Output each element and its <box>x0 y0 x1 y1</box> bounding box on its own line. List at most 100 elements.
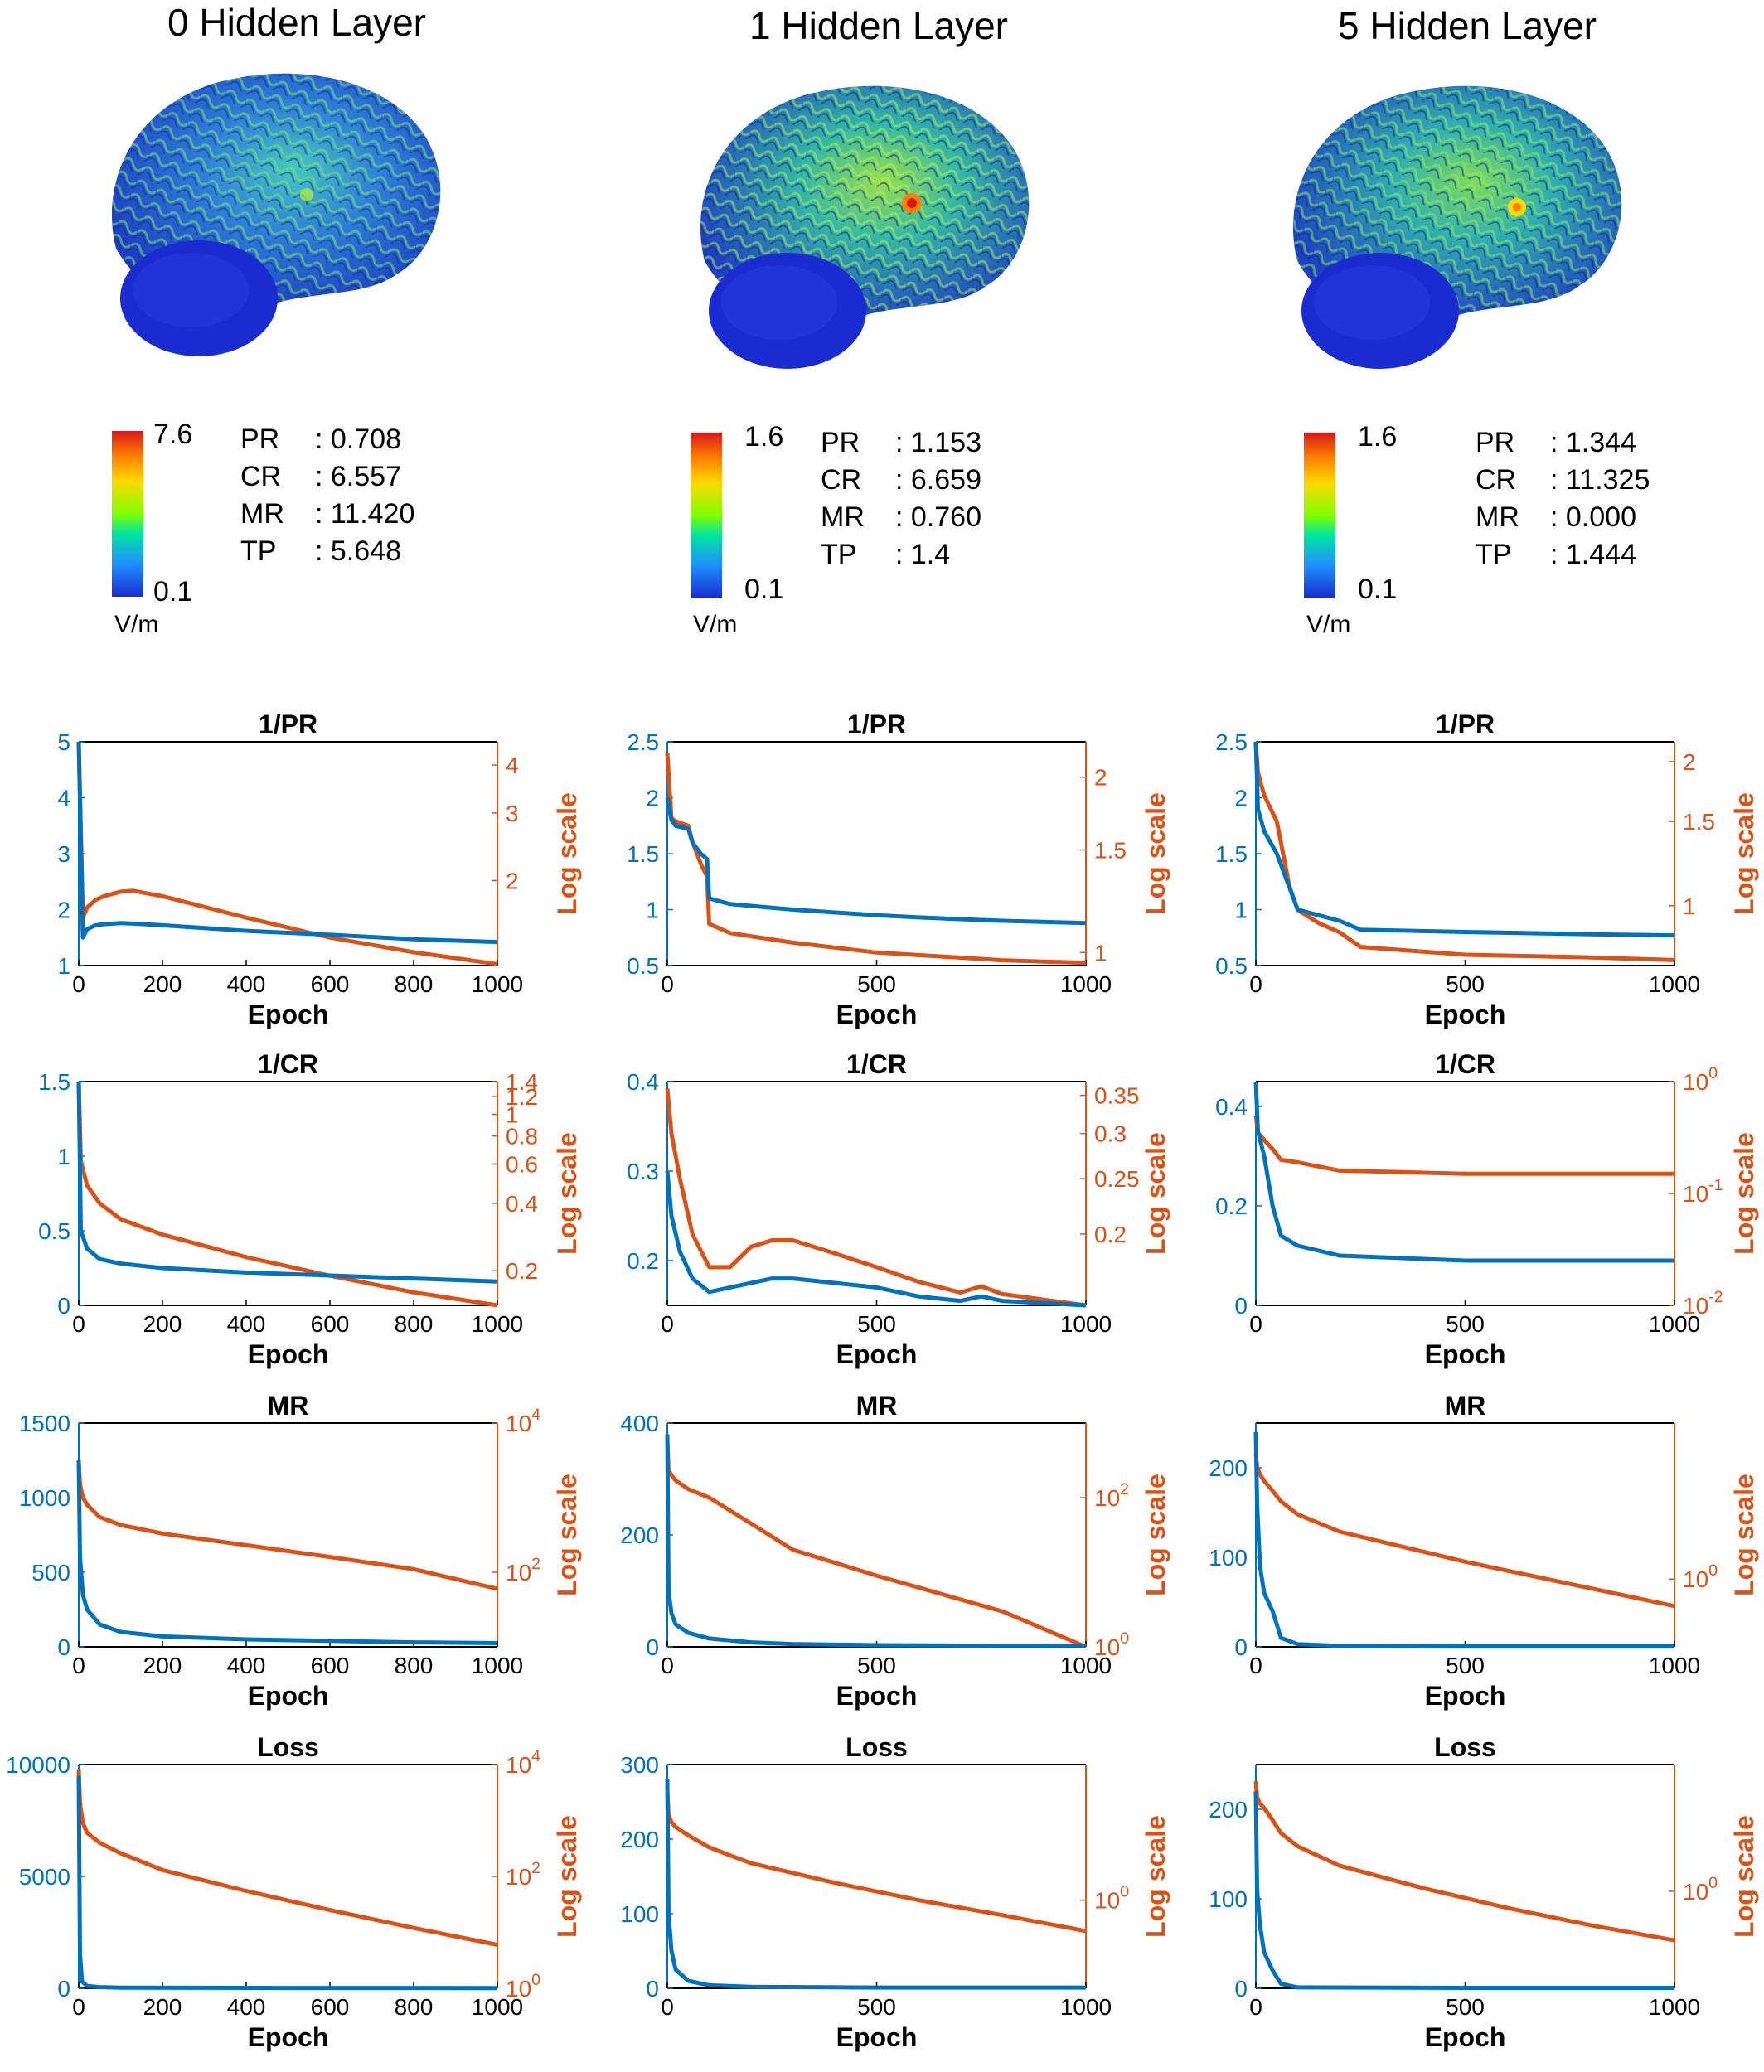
right-y-tick-label: 2 <box>506 868 519 893</box>
plot-loss-1: Loss 0 500 1000 Epoch 0 100 200 300 100 Log scale <box>620 1732 1170 2052</box>
plot-1pr-1: 1/PR 0 500 1000 Epoch 0.5 1 1.5 2 2.5 1 1.5 2 Log sca… <box>627 709 1170 1029</box>
log-scale-series-line <box>665 1439 1087 1649</box>
left-y-tick-label: 0.4 <box>1215 1094 1248 1120</box>
x-tick-label: 1000 <box>472 1311 523 1337</box>
x-tick-label: 400 <box>227 1653 266 1678</box>
left-y-tick-label: 0.3 <box>627 1159 659 1184</box>
metric-key: TP <box>821 539 857 570</box>
x-axis-label: Epoch <box>836 2022 918 2052</box>
log-scale-series-line <box>665 1791 1087 1934</box>
right-y-tick-label: 0.4 <box>506 1191 538 1217</box>
x-tick-label: 0 <box>661 1653 674 1678</box>
right-y-tick-label: 0.2 <box>506 1258 538 1284</box>
right-y-axis-label: Log scale <box>552 1474 582 1596</box>
metric-key: CR <box>240 461 282 492</box>
log-scale-series-line <box>665 1087 1087 1308</box>
x-tick-label: 1000 <box>472 971 523 997</box>
x-tick-label: 500 <box>1446 1311 1485 1337</box>
colorbar-0 <box>112 431 143 597</box>
x-axis-label: Epoch <box>248 2022 329 2052</box>
left-y-tick-label: 3 <box>57 841 70 867</box>
right-y-axis-label: Log scale <box>552 1132 582 1255</box>
right-y-tick-label: 100 <box>1683 1064 1718 1095</box>
left-y-tick-label: 2 <box>646 786 659 811</box>
x-tick-label: 200 <box>143 1653 182 1678</box>
x-tick-label: 800 <box>395 1994 434 2020</box>
right-y-tick-label: 102 <box>1094 1480 1129 1511</box>
x-tick-label: 800 <box>395 1653 434 1678</box>
left-y-tick-label: 2.5 <box>627 729 659 755</box>
colorbar-min-0: 0.1 <box>153 576 193 608</box>
x-axis-label: Epoch <box>1425 1000 1506 1029</box>
right-y-tick-label: 100 <box>1094 1883 1129 1914</box>
left-y-tick-label: 200 <box>620 1827 659 1852</box>
linear-scale-series-line <box>665 1170 1087 1308</box>
right-y-axis-label: Log scale <box>1729 792 1759 915</box>
left-y-tick-label: 0 <box>1234 1293 1248 1319</box>
metrics-panel-0: PR: 0.708 CR: 6.557 MR: 11.420 TP: 5.648 <box>240 421 414 570</box>
left-y-tick-label: 1 <box>646 898 659 923</box>
plot-1pr-0: 1/PR 0 200 400 600 800 1000 Epoch 1 2 3 4 5 2 3 4 Log sc… <box>57 709 582 1029</box>
x-axis-label: Epoch <box>248 1681 329 1711</box>
x-tick-label: 0 <box>661 1994 674 2020</box>
right-y-tick-label: 0.2 <box>1094 1222 1127 1247</box>
right-y-axis-label: Log scale <box>1141 1132 1170 1255</box>
plot-title: 1/PR <box>259 709 317 739</box>
right-y-axis-label: Log scale <box>1141 1474 1170 1596</box>
x-axis-label: Epoch <box>248 1000 329 1029</box>
right-y-tick-label: 1 <box>506 1101 519 1127</box>
metric-value: : 1.4 <box>895 539 951 570</box>
plot-title: 1/CR <box>1435 1049 1495 1079</box>
x-tick-label: 1000 <box>472 1994 523 2020</box>
x-tick-label: 1000 <box>1649 971 1700 997</box>
x-tick-label: 0 <box>72 971 85 997</box>
plot-1cr-2: 1/CR 0 500 1000 Epoch 0 0.2 0.4 10-2 10-1 100 Log s… <box>1215 1049 1759 1369</box>
right-y-tick-label: 1.4 <box>506 1069 538 1095</box>
right-y-tick-label: 2 <box>1683 749 1696 775</box>
left-y-tick-label: 2.5 <box>1215 729 1248 755</box>
metric-key: TP <box>240 535 277 567</box>
left-y-tick-label: 0 <box>1234 1976 1248 2002</box>
left-y-tick-label: 0.5 <box>1215 953 1248 979</box>
right-y-tick-label: 104 <box>506 1747 540 1778</box>
right-y-axis-label: Log scale <box>1729 1474 1759 1596</box>
left-y-tick-label: 0 <box>1234 1634 1248 1660</box>
brain-rendering-0 <box>112 73 441 356</box>
metric-value: : 0.000 <box>1550 501 1636 533</box>
x-axis-label: Epoch <box>836 1681 918 1711</box>
x-tick-label: 0 <box>661 1311 674 1337</box>
plot-title: MR <box>1445 1391 1486 1421</box>
x-tick-label: 200 <box>143 1994 182 2020</box>
x-tick-label: 500 <box>857 1994 896 2020</box>
x-tick-label: 800 <box>395 1311 434 1337</box>
right-y-tick-label: 1.5 <box>1094 838 1127 864</box>
log-scale-series-line <box>76 741 498 966</box>
left-y-tick-label: 5 <box>57 729 70 755</box>
colorbar-unit-2: V/m <box>1306 611 1351 638</box>
x-tick-label: 600 <box>311 971 350 997</box>
right-y-axis-label: Log scale <box>1141 1815 1170 1938</box>
right-y-tick-label: 102 <box>506 1555 540 1585</box>
left-y-tick-label: 1.5 <box>627 841 659 867</box>
left-y-tick-label: 1 <box>1234 898 1248 923</box>
plot-title: Loss <box>846 1732 908 1762</box>
metrics-panel-1: PR: 1.153 CR: 6.659 MR: 0.760 TP: 1.4 <box>821 424 981 574</box>
plot-title: 1/CR <box>258 1049 318 1079</box>
left-y-tick-label: 0 <box>57 1293 70 1319</box>
x-axis-label: Epoch <box>836 1339 918 1369</box>
right-y-tick-label: 0.3 <box>1094 1121 1127 1147</box>
left-y-tick-label: 100 <box>1209 1545 1248 1571</box>
metric-value: : 11.325 <box>1550 464 1650 496</box>
log-scale-series-line <box>1253 1115 1674 1176</box>
x-tick-label: 500 <box>1446 971 1485 997</box>
x-tick-label: 500 <box>857 1653 896 1678</box>
x-tick-label: 400 <box>227 1994 266 2020</box>
x-axis-label: Epoch <box>1425 2022 1506 2052</box>
right-y-tick-label: 100 <box>1094 1629 1129 1660</box>
plot-title: 1/CR <box>846 1049 907 1079</box>
linear-scale-series-line <box>665 1434 1086 1648</box>
colorbar-max-0: 7.6 <box>153 419 193 450</box>
plot-mr-0: MR 0 200 400 600 800 1000 Epoch 0 500 1000 1500 102 1… <box>19 1391 582 1711</box>
x-tick-label: 200 <box>143 1311 182 1337</box>
brain-rendering-1 <box>700 85 1030 369</box>
